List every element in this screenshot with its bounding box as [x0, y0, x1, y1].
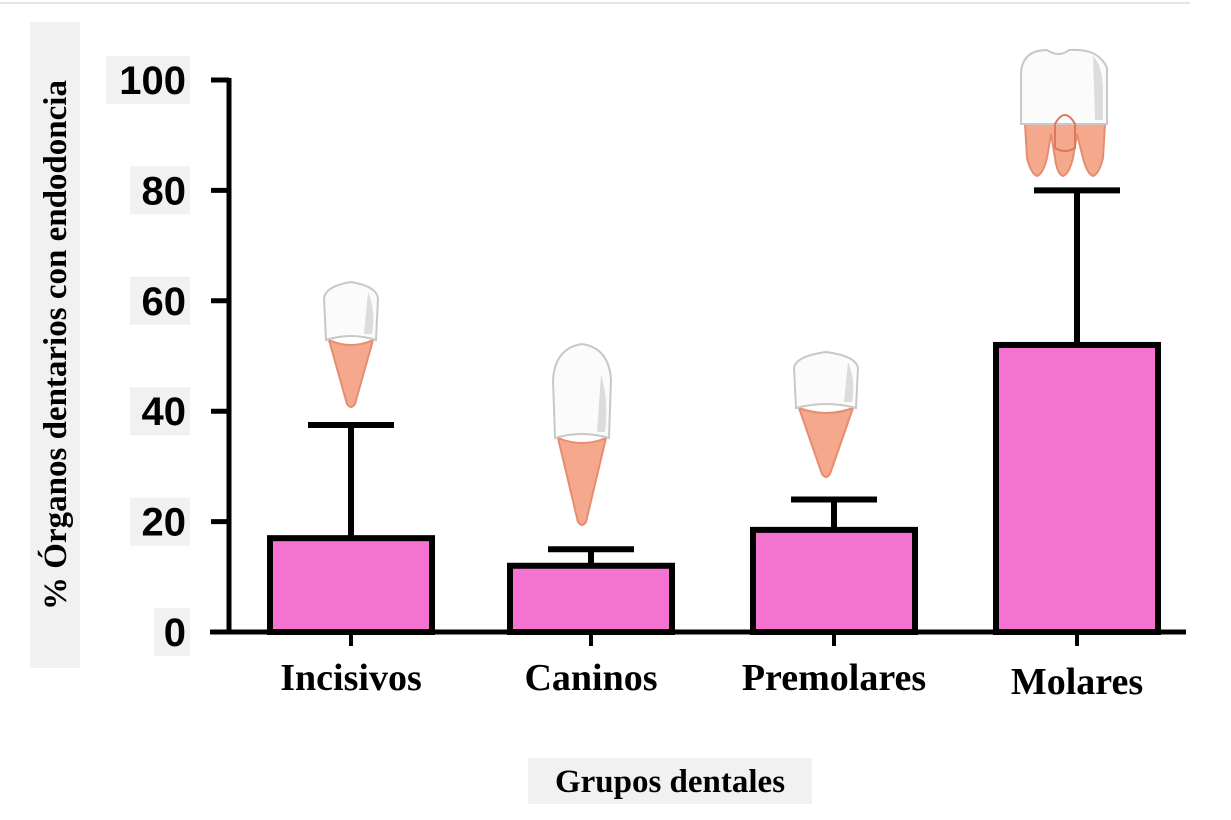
y-tick-label-bg [106, 56, 190, 104]
y-tick-label: 60 [142, 280, 187, 324]
tooth-canal [1054, 114, 1076, 152]
tooth-crown [1020, 48, 1108, 125]
tooth-shading [597, 374, 607, 432]
y-tick-label-bg [130, 387, 190, 436]
y-tick-label: 100 [119, 59, 186, 103]
premolar-tooth-icon [792, 350, 860, 478]
bar [993, 341, 1161, 635]
tooth-shading [844, 362, 854, 402]
y-tick-label: 20 [142, 501, 187, 545]
y-tick-label: 0 [164, 611, 186, 655]
y-tick-label: 40 [142, 390, 187, 434]
incisor-tooth-icon [322, 280, 380, 408]
y-tick-label: 80 [142, 169, 187, 213]
x-tick-label: Molares [1011, 661, 1143, 703]
bar [267, 535, 435, 635]
molar-tooth-icon [1020, 48, 1108, 178]
tooth-root [797, 406, 855, 478]
x-tick-label: Premolares [742, 657, 926, 699]
canine-tooth-icon [551, 342, 613, 526]
y-tick-label-bg [130, 276, 190, 325]
x-axis-title: Grupos dentales [555, 764, 785, 800]
x-axis-label-bg [528, 758, 812, 804]
tooth-root [556, 436, 608, 526]
x-tick-label: Caninos [524, 657, 657, 699]
y-tick-label-bg [130, 497, 190, 546]
tooth-crown [551, 342, 613, 440]
x-tick-label: Incisivos [280, 657, 421, 699]
y-axis-title: % Órganos dentarios con endodoncia [36, 80, 74, 610]
y-axis-label-bg [30, 22, 80, 668]
bar [750, 526, 918, 636]
bar [507, 562, 675, 636]
y-tick-label-bg [154, 608, 190, 656]
tooth-root [327, 338, 375, 408]
tooth-shading [1093, 56, 1103, 120]
tooth-crown [322, 280, 380, 342]
tooth-shading [364, 292, 374, 334]
y-tick-label-bg [130, 166, 190, 215]
tooth-crown [792, 350, 860, 410]
